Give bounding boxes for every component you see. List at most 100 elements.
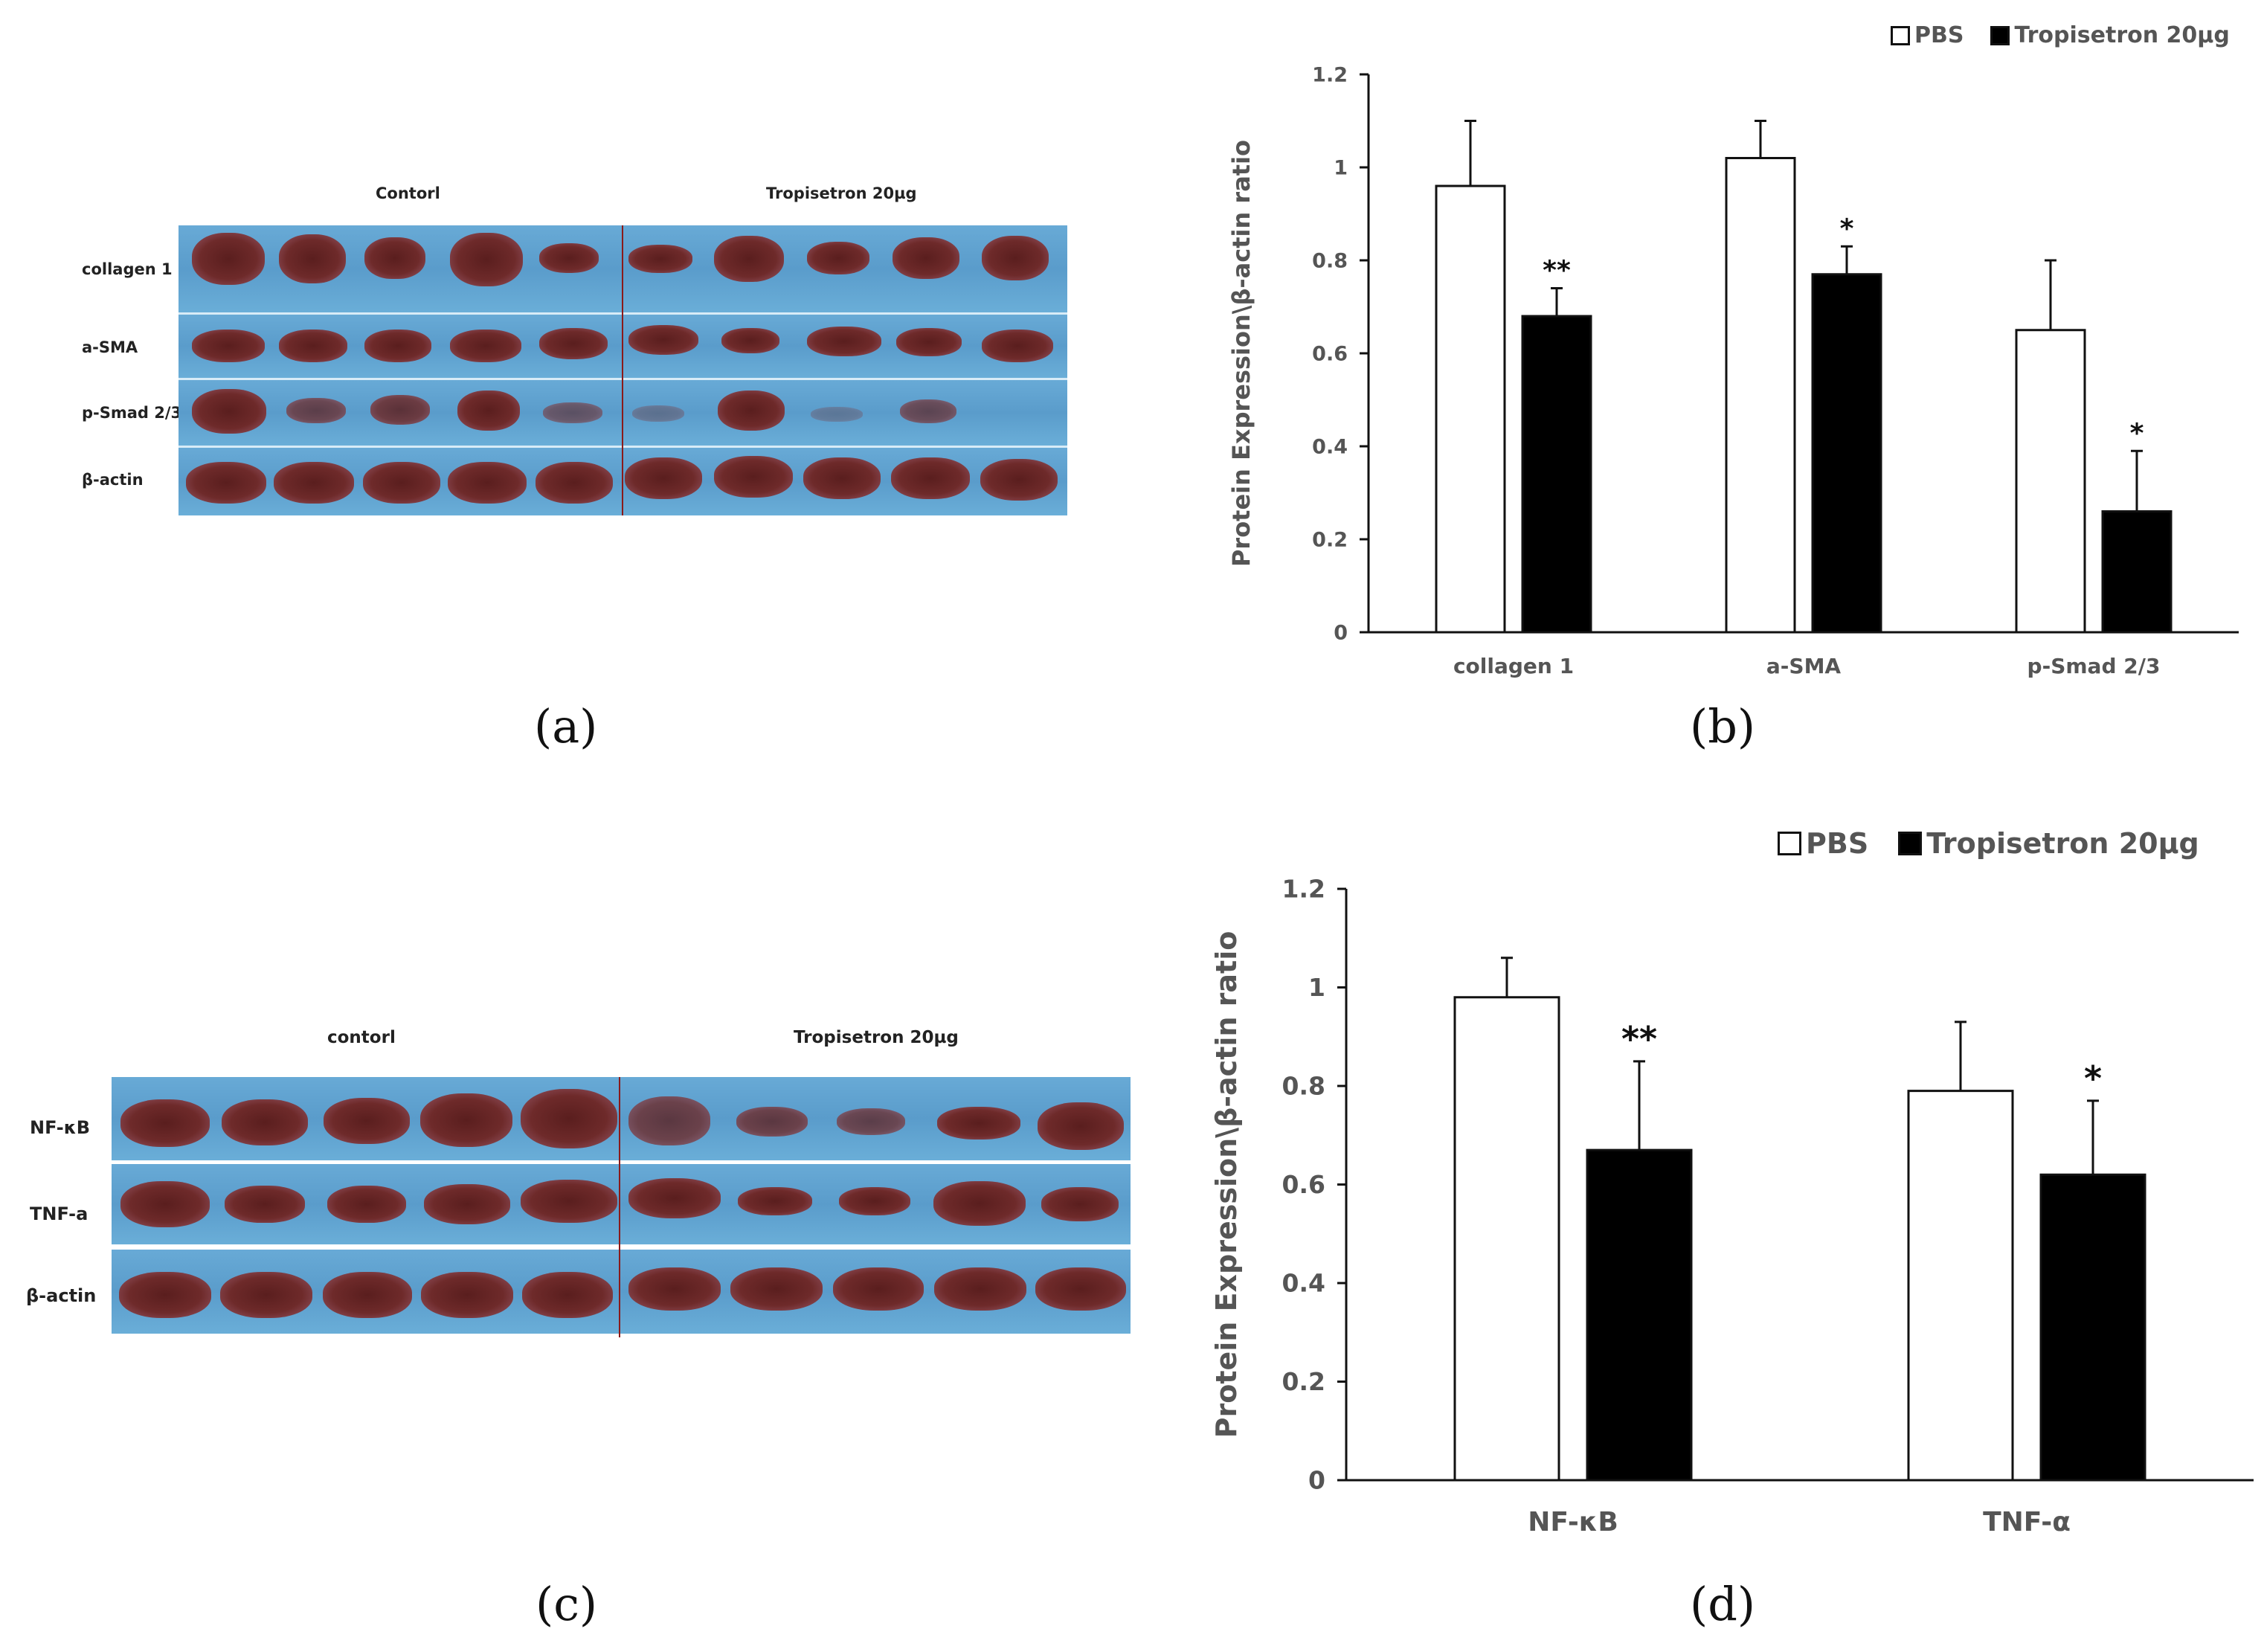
- band: [625, 457, 702, 499]
- y-tick-label: 0.4: [1312, 435, 1348, 458]
- significance-marker: *: [2084, 1058, 2102, 1099]
- blot-a-row-label-collagen: collagen 1: [82, 260, 173, 278]
- band: [539, 243, 599, 273]
- band: [192, 233, 265, 285]
- bar-pbs: [1907, 1090, 2014, 1482]
- band: [980, 459, 1058, 501]
- band: [120, 1181, 210, 1227]
- band: [279, 234, 346, 283]
- chart-d-legend: PBS Tropisetron 20µg: [1778, 827, 2199, 860]
- band: [632, 405, 684, 422]
- band: [370, 395, 430, 425]
- blot-c-separator: [112, 1244, 1131, 1250]
- chart-d: 0 0.2 0.4 0.6 0.8 1 1.2 Protein Expression\β-ac…: [1210, 875, 2254, 1537]
- significance-marker: **: [1543, 256, 1571, 286]
- y-axis-title: Protein Expression\β-actin ratio: [1227, 140, 1255, 567]
- bar-tropisetron: [2101, 510, 2173, 634]
- band: [738, 1187, 812, 1215]
- band: [714, 236, 784, 282]
- band: [900, 399, 956, 423]
- blot-a-row-label-psmad: p-Smad 2/3: [82, 404, 182, 422]
- band: [837, 1108, 905, 1135]
- band: [933, 1181, 1026, 1226]
- y-tick-label: 1: [1308, 973, 1325, 1002]
- blot-c-group-left-label: contorl: [327, 1028, 396, 1047]
- band: [718, 390, 785, 431]
- band: [982, 236, 1049, 280]
- x-category-label: TNF-α: [1983, 1507, 2071, 1537]
- band: [543, 402, 602, 423]
- band: [628, 1267, 721, 1311]
- panel-d-caption: (d): [1690, 1577, 1756, 1631]
- bar-tropisetron: [1811, 273, 1882, 634]
- blot-a-image: [179, 225, 1067, 515]
- band: [1041, 1187, 1119, 1221]
- band: [628, 325, 698, 355]
- bar-pbs: [1453, 996, 1560, 1482]
- band: [628, 245, 692, 273]
- band: [424, 1184, 510, 1224]
- band: [192, 389, 266, 434]
- band: [1035, 1267, 1126, 1311]
- panel-c-caption: (c): [536, 1577, 598, 1631]
- blot-a-group-right-label: Tropisetron 20µg: [766, 184, 917, 202]
- band: [803, 457, 881, 499]
- chart-b: 0 0.2 0.4 0.6 0.8 1 1.2 Protein Expression\β-ac…: [1227, 63, 2239, 678]
- blot-a-row-label-bactin: β-actin: [82, 471, 144, 489]
- band: [628, 1178, 721, 1218]
- y-tick-label: 0.4: [1282, 1269, 1325, 1298]
- band: [833, 1267, 924, 1311]
- y-tick-label: 1.2: [1282, 875, 1325, 904]
- y-tick-label: 0.8: [1282, 1072, 1325, 1101]
- y-tick-label: 0.6: [1282, 1170, 1325, 1199]
- panel-c: contorl Tropisetron 20µg NF-κB TNF-a β-a…: [0, 818, 1131, 1652]
- band: [714, 456, 793, 498]
- legend-trop-swatch: [1990, 25, 2010, 45]
- legend-pbs-label: PBS: [1806, 827, 1869, 860]
- panel-a-caption: (a): [534, 699, 598, 753]
- y-axis-title: Protein Expression\β-actin ratio: [1210, 931, 1243, 1439]
- bar-pbs: [2015, 329, 2086, 634]
- significance-marker: *: [1840, 213, 1854, 244]
- band: [323, 1272, 412, 1318]
- band: [420, 1093, 512, 1147]
- band: [274, 462, 354, 504]
- band: [896, 328, 962, 356]
- band: [327, 1186, 406, 1223]
- bar-tropisetron: [1521, 315, 1592, 634]
- legend-trop-label: Tropisetron 20µg: [2014, 22, 2230, 48]
- band: [192, 330, 265, 362]
- y-tick-label: 0: [1334, 621, 1348, 644]
- band: [730, 1267, 823, 1311]
- band: [839, 1187, 910, 1215]
- band: [937, 1107, 1020, 1140]
- band: [364, 237, 425, 279]
- band: [807, 327, 881, 356]
- bar-tropisetron: [2039, 1173, 2146, 1482]
- y-tick-label: 0: [1308, 1466, 1325, 1495]
- legend-pbs-swatch: [1778, 832, 1801, 855]
- band: [811, 407, 863, 422]
- blot-c-group-divider: [619, 1077, 620, 1337]
- band: [536, 462, 613, 504]
- blot-a-row-label-asma: a-SMA: [82, 338, 138, 356]
- blot-c-group-right-label: Tropisetron 20µg: [794, 1028, 959, 1047]
- band: [363, 462, 440, 504]
- x-category-label: collagen 1: [1453, 654, 1574, 678]
- blot-a-group-left-label: Contorl: [376, 184, 440, 202]
- y-tick-label: 1: [1334, 156, 1348, 179]
- y-tick-label: 0.8: [1312, 249, 1348, 272]
- band: [521, 1089, 617, 1148]
- y-tick-label: 0.2: [1312, 528, 1348, 551]
- legend-trop-label: Tropisetron 20µg: [1926, 827, 2199, 860]
- blot-c-image: [112, 1077, 1131, 1337]
- band: [286, 398, 346, 423]
- panel-a: Contorl Tropisetron 20µg collagen 1 a-SM…: [0, 0, 1131, 781]
- band: [457, 390, 520, 431]
- band: [893, 237, 959, 279]
- band: [119, 1272, 211, 1318]
- band: [1038, 1102, 1124, 1150]
- band: [807, 242, 869, 274]
- band: [628, 1096, 710, 1145]
- band: [539, 328, 608, 359]
